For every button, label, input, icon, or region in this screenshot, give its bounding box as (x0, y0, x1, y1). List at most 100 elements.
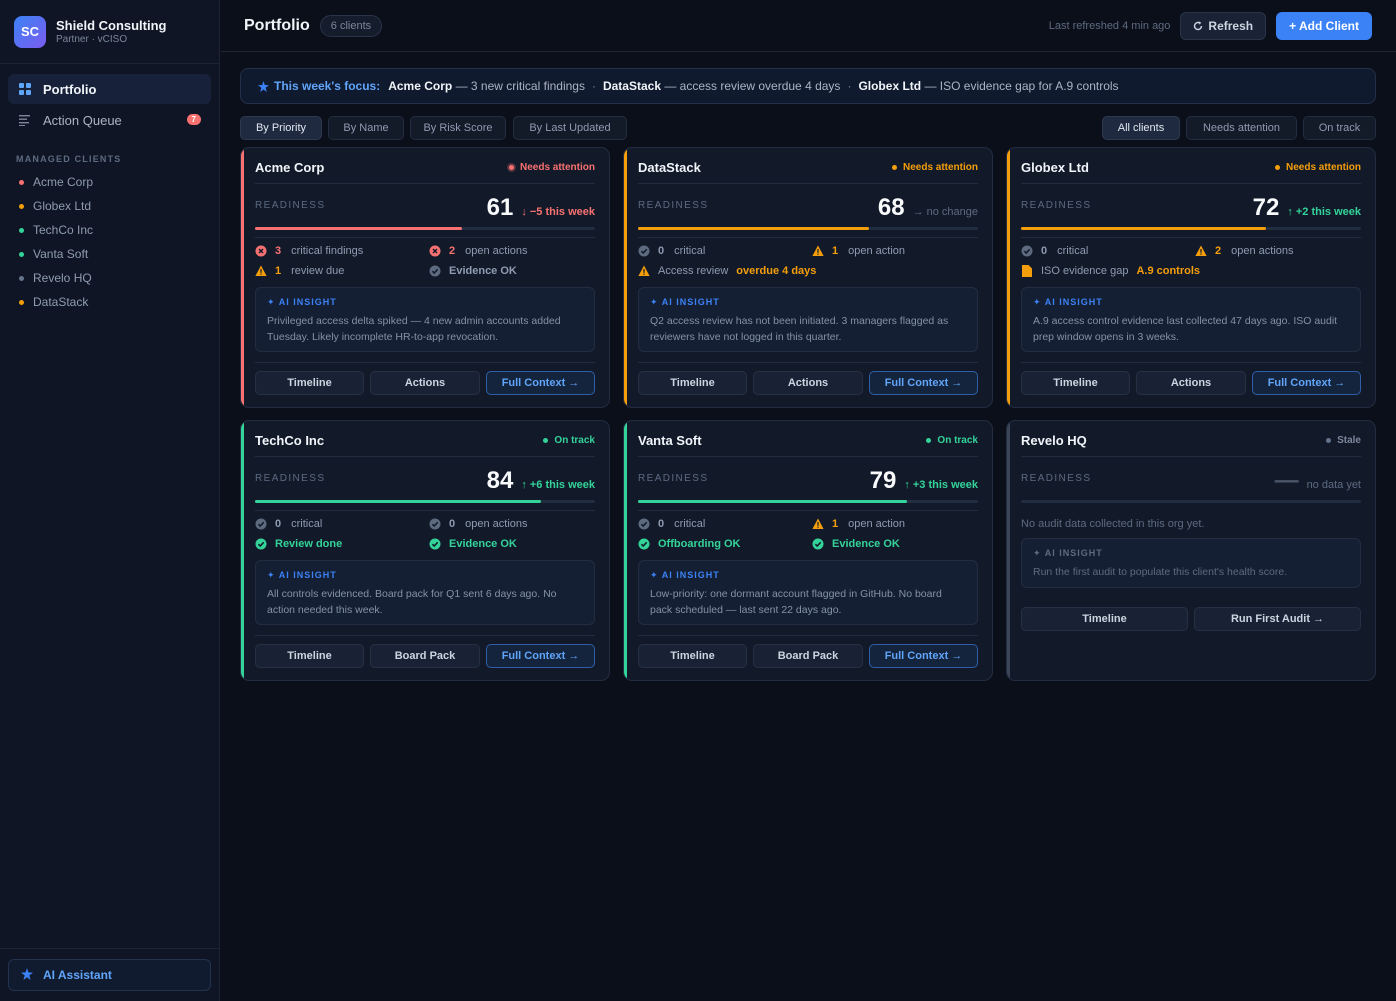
status-dot (19, 227, 24, 233)
card-title[interactable]: TechCo Inc (255, 433, 325, 448)
managed-clients-label: MANAGED CLIENTS (16, 154, 122, 164)
sidebar-client-acme[interactable]: Acme Corp (0, 170, 219, 194)
warning-icon (1195, 245, 1207, 257)
sort-by-risk-score[interactable]: By Risk Score (410, 116, 506, 140)
ai-assistant-button[interactable]: AI Assistant (8, 959, 211, 991)
actions-button[interactable]: Actions (1136, 371, 1246, 395)
client-label: Acme Corp (33, 175, 94, 189)
divider (1021, 237, 1361, 238)
check-circle-icon (255, 518, 267, 530)
main-nav: Portfolio Action Queue 7 (0, 64, 219, 135)
card-title[interactable]: Acme Corp (255, 160, 325, 175)
focus-client-datastack[interactable]: DataStack (602, 79, 661, 93)
ai-insight-box: ✦ AI INSIGHT Run the first audit to popu… (1021, 538, 1361, 588)
client-label: Vanta Soft (33, 247, 89, 261)
card-title[interactable]: Revelo HQ (1021, 433, 1087, 448)
action-queue-badge: 7 (186, 114, 201, 125)
timeline-button[interactable]: Timeline (1021, 371, 1130, 395)
readiness-bar (638, 227, 978, 230)
metric-open-actions: 2 open actions (429, 245, 528, 257)
status-badge: Needs attention (891, 162, 978, 173)
grid-icon (18, 82, 32, 96)
readiness-bar (1021, 500, 1361, 503)
metric-label: ISO evidence gap (1041, 265, 1129, 277)
full-context-button[interactable]: Full Context → (1252, 371, 1361, 395)
card-title[interactable]: Globex Ltd (1021, 160, 1089, 175)
filter-needs-attention[interactable]: Needs attention (1186, 116, 1297, 140)
sidebar-client-datastack[interactable]: DataStack (0, 290, 219, 314)
score-delta: ↓ −5 this week (521, 206, 595, 218)
readiness-score: 72 (1252, 194, 1280, 221)
readiness-label: READINESS (638, 200, 709, 211)
sort-by-priority[interactable]: By Priority (240, 116, 322, 140)
sidebar-client-globex[interactable]: Globex Ltd (0, 194, 219, 218)
focus-separator: · (591, 79, 596, 93)
status-accent (1007, 148, 1010, 407)
status-dot (543, 438, 549, 443)
metric-critical-findings: 3 critical findings (255, 245, 363, 257)
sidebar-client-revelo[interactable]: Revelo HQ (0, 266, 219, 290)
metric-value: 2 (449, 245, 456, 257)
document-icon (1021, 265, 1033, 277)
divider (255, 510, 595, 511)
focus-separator: · (847, 79, 852, 93)
full-context-button[interactable]: Full Context → (486, 371, 595, 395)
actions-button[interactable]: Actions (370, 371, 480, 395)
filter-all-clients[interactable]: All clients (1102, 116, 1180, 140)
ai-insight-label: ✦ AI INSIGHT (650, 297, 720, 307)
sort-by-last-updated[interactable]: By Last Updated (513, 116, 627, 140)
ai-insight-box: ✦ AI INSIGHT A.9 access control evidence… (1021, 287, 1361, 352)
card-title[interactable]: DataStack (638, 160, 701, 175)
focus-client-acme[interactable]: Acme Corp (388, 79, 453, 93)
score-delta: → no change (912, 206, 978, 218)
metric-iso-gap: ISO evidence gap A.9 controls (1021, 265, 1200, 277)
full-context-button[interactable]: Full Context → (869, 644, 978, 668)
timeline-button[interactable]: Timeline (255, 371, 364, 395)
client-label: Revelo HQ (33, 271, 92, 285)
filter-on-track[interactable]: On track (1303, 116, 1376, 140)
board-pack-button[interactable]: Board Pack (370, 644, 480, 668)
ai-insight-text: Low-priority: one dormant account flagge… (650, 588, 942, 616)
focus-client-globex[interactable]: Globex Ltd (858, 79, 922, 93)
timeline-button[interactable]: Timeline (638, 371, 747, 395)
x-circle-icon (429, 245, 441, 257)
actions-button[interactable]: Actions (753, 371, 863, 395)
client-card-globex: Globex Ltd Needs attention READINESS 72 ↑… (1006, 147, 1376, 408)
readiness-score: 61 (486, 194, 514, 221)
nav-action-queue-label: Action Queue (43, 112, 122, 128)
timeline-button[interactable]: Timeline (638, 644, 747, 668)
sort-by-name[interactable]: By Name (328, 116, 404, 140)
run-first-audit-button[interactable]: Run First Audit → (1194, 607, 1361, 631)
full-context-button[interactable]: Full Context → (486, 644, 595, 668)
metric-label: critical (674, 245, 706, 257)
divider (255, 237, 595, 238)
metric-critical: 0 critical (638, 518, 705, 530)
status-badge: On track (543, 435, 595, 446)
metric-highlight: A.9 controls (1136, 265, 1201, 277)
metric-value: 0 (658, 245, 665, 257)
timeline-button[interactable]: Timeline (255, 644, 364, 668)
sidebar-client-techco[interactable]: TechCo Inc (0, 218, 219, 242)
card-title[interactable]: Vanta Soft (638, 433, 702, 448)
readiness-score: 84 (486, 467, 514, 494)
status-accent (241, 421, 244, 680)
nav-action-queue[interactable]: Action Queue 7 (8, 105, 211, 135)
check-circle-icon (812, 538, 824, 550)
warning-icon (812, 245, 824, 257)
last-refreshed: Last refreshed 4 min ago (1048, 19, 1171, 32)
metric-access-review: Access review overdue 4 days (638, 265, 816, 277)
ai-insight-box: ✦ AI INSIGHT Low-priority: one dormant a… (638, 560, 978, 625)
board-pack-button[interactable]: Board Pack (753, 644, 863, 668)
refresh-icon (1193, 20, 1203, 31)
status-dot (1274, 165, 1280, 170)
add-client-button[interactable]: + Add Client (1276, 11, 1372, 40)
status-badge: Needs attention (1274, 162, 1361, 173)
full-context-button[interactable]: Full Context → (869, 371, 978, 395)
status-label: Needs attention (519, 162, 595, 173)
client-label: DataStack (33, 295, 89, 309)
refresh-button[interactable]: Refresh (1180, 11, 1267, 40)
timeline-button[interactable]: Timeline (1021, 607, 1188, 631)
sidebar-client-vanta[interactable]: Vanta Soft (0, 242, 219, 266)
status-label: Needs attention (1285, 162, 1361, 173)
nav-portfolio[interactable]: Portfolio (8, 74, 211, 104)
